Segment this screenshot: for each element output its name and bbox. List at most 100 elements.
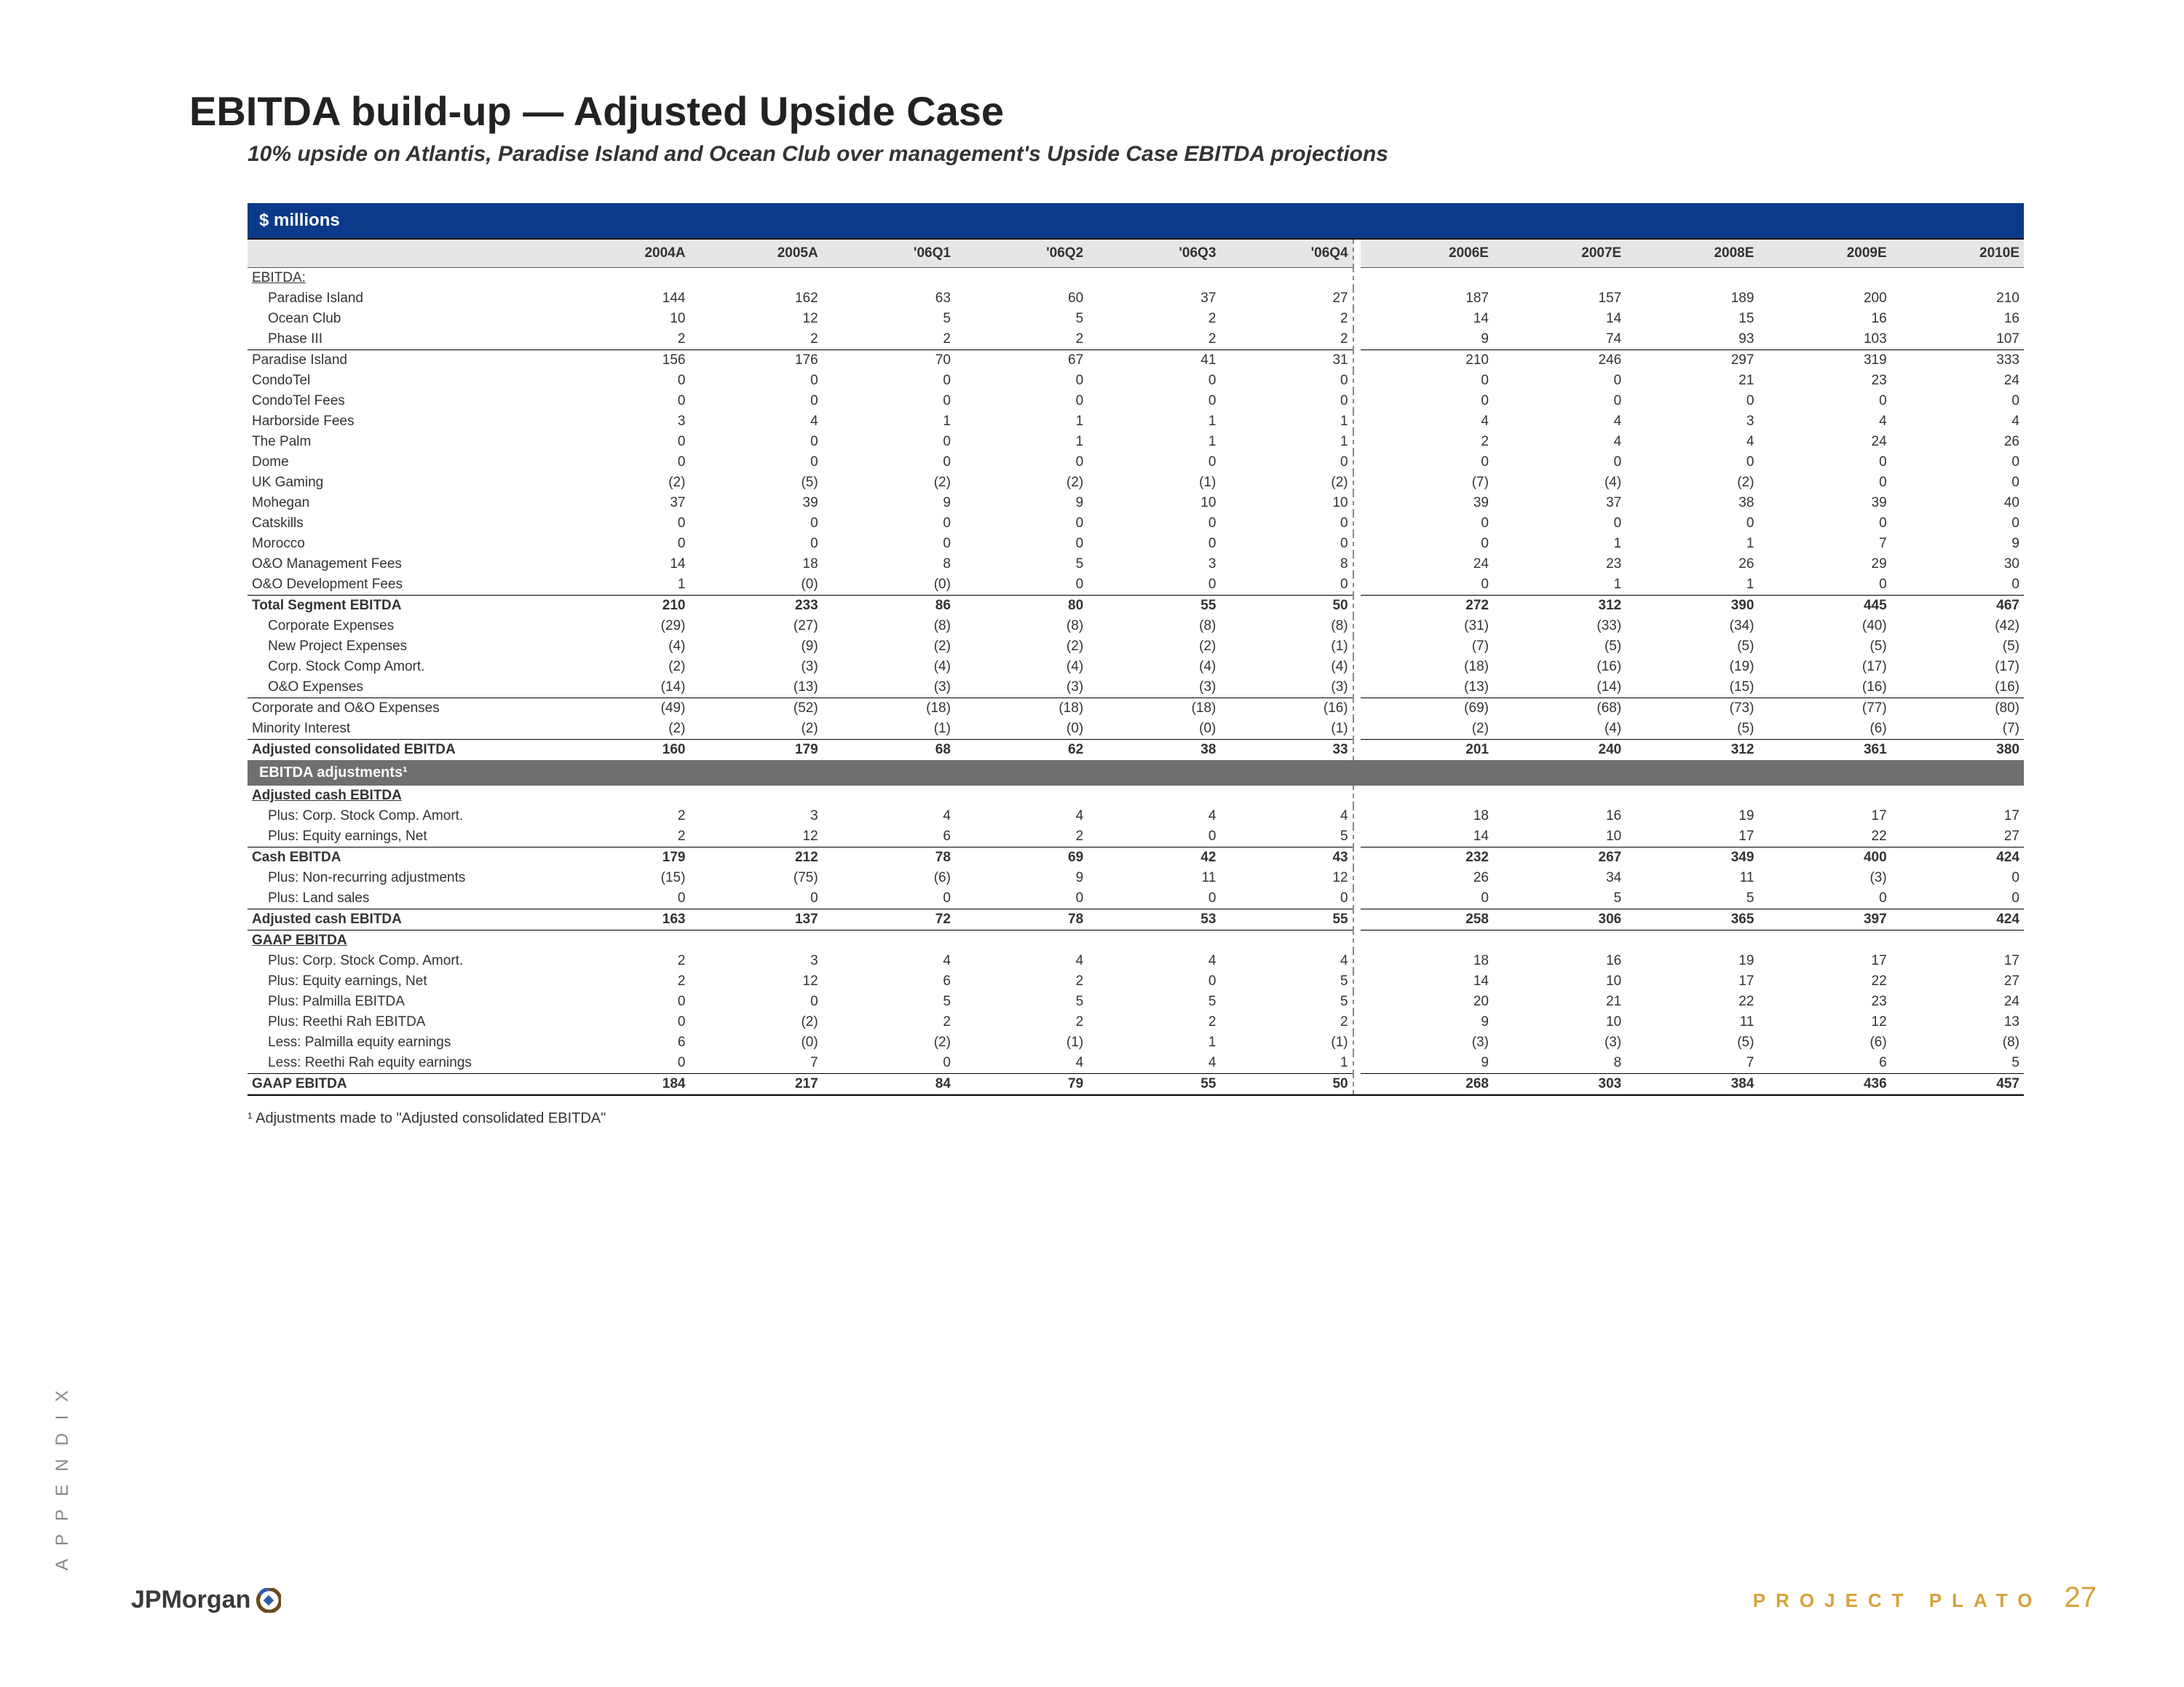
cell: 0 bbox=[955, 513, 1088, 534]
cell: 8 bbox=[823, 554, 955, 574]
cell: 0 bbox=[955, 888, 1088, 909]
cell: (2) bbox=[557, 657, 689, 677]
row-label: Catskills bbox=[248, 513, 557, 534]
cell: 27 bbox=[1891, 971, 2024, 992]
row-label: O&O Management Fees bbox=[248, 554, 557, 574]
row-label: Plus: Equity earnings, Net bbox=[248, 826, 557, 848]
cell: (18) bbox=[823, 698, 955, 719]
cell: 4 bbox=[1220, 951, 1353, 971]
cell: (1) bbox=[823, 719, 955, 740]
row-label: Mohegan bbox=[248, 493, 557, 513]
cell: 0 bbox=[823, 534, 955, 554]
cell: 17 bbox=[1758, 806, 1891, 826]
cell: 72 bbox=[823, 909, 955, 931]
cell: 60 bbox=[955, 288, 1088, 309]
footer-right: PROJECT PLATO 27 bbox=[1753, 1581, 2097, 1614]
cell: (69) bbox=[1361, 698, 1493, 719]
table-row: Minority Interest(2)(2)(1)(0)(0)(1)(2)(4… bbox=[248, 719, 2024, 740]
cell bbox=[1220, 786, 1353, 806]
table-row: Plus: Equity earnings, Net21262051410172… bbox=[248, 826, 2024, 848]
cell: 0 bbox=[955, 391, 1088, 411]
cell: 86 bbox=[823, 596, 955, 617]
cell: 210 bbox=[557, 596, 689, 617]
table-row: Corp. Stock Comp Amort.(2)(3)(4)(4)(4)(4… bbox=[248, 657, 2024, 677]
cell: 43 bbox=[1220, 848, 1353, 869]
cell: 1 bbox=[1088, 1032, 1220, 1053]
cell: 246 bbox=[1493, 350, 1626, 371]
cell: 380 bbox=[1891, 740, 2024, 761]
cell: 0 bbox=[1088, 371, 1220, 391]
cell: 184 bbox=[557, 1074, 689, 1096]
cell: 319 bbox=[1758, 350, 1891, 371]
cell: (42) bbox=[1891, 616, 2024, 636]
cell: 457 bbox=[1891, 1074, 2024, 1096]
cell bbox=[689, 931, 822, 952]
cell: (2) bbox=[689, 1012, 822, 1032]
cell: 55 bbox=[1088, 1074, 1220, 1096]
cell: 10 bbox=[1088, 493, 1220, 513]
cell: (1) bbox=[1220, 719, 1353, 740]
cell: 0 bbox=[1758, 574, 1891, 596]
table-header-bar: $ millions bbox=[248, 203, 2024, 240]
cell bbox=[1626, 786, 1758, 806]
cell: (2) bbox=[557, 719, 689, 740]
cell: 0 bbox=[1891, 888, 2024, 909]
row-label: Corp. Stock Comp Amort. bbox=[248, 657, 557, 677]
cell: 67 bbox=[955, 350, 1088, 371]
cell: (2) bbox=[823, 1032, 955, 1053]
cell: 0 bbox=[1493, 371, 1626, 391]
table-row: Plus: Non-recurring adjustments(15)(75)(… bbox=[248, 868, 2024, 888]
cell: 10 bbox=[1493, 826, 1626, 848]
cell: 272 bbox=[1361, 596, 1493, 617]
table-row: Adjusted cash EBITDA bbox=[248, 786, 2024, 806]
cell: 39 bbox=[1758, 493, 1891, 513]
cell: 333 bbox=[1891, 350, 2024, 371]
cell: (73) bbox=[1626, 698, 1758, 719]
cell: 2 bbox=[557, 329, 689, 350]
cell: 0 bbox=[689, 452, 822, 473]
cell: 0 bbox=[1361, 452, 1493, 473]
cell: (2) bbox=[557, 473, 689, 493]
cell: 390 bbox=[1626, 596, 1758, 617]
cell: 0 bbox=[1626, 513, 1758, 534]
cell: 267 bbox=[1493, 848, 1626, 869]
cell bbox=[823, 931, 955, 952]
cell: (1) bbox=[1220, 1032, 1353, 1053]
table-row: Paradise Island1561767067413121024629731… bbox=[248, 350, 2024, 371]
cell: 0 bbox=[823, 432, 955, 452]
cell: 17 bbox=[1891, 951, 2024, 971]
cell: 1 bbox=[1088, 432, 1220, 452]
cell: 5 bbox=[1088, 992, 1220, 1012]
cell bbox=[955, 931, 1088, 952]
cell: 0 bbox=[1626, 391, 1758, 411]
cell: 210 bbox=[1361, 350, 1493, 371]
cell: 212 bbox=[689, 848, 822, 869]
cell bbox=[1088, 268, 1220, 289]
row-label: Ocean Club bbox=[248, 309, 557, 329]
cell: (5) bbox=[1493, 636, 1626, 657]
cell: 50 bbox=[1220, 596, 1353, 617]
cell: 5 bbox=[1626, 888, 1758, 909]
cell: 103 bbox=[1758, 329, 1891, 350]
cell bbox=[1088, 931, 1220, 952]
cell: 297 bbox=[1626, 350, 1758, 371]
cell: 0 bbox=[1361, 371, 1493, 391]
cell: 9 bbox=[1361, 1053, 1493, 1074]
row-label: GAAP EBITDA bbox=[248, 931, 557, 952]
cell: 55 bbox=[1088, 596, 1220, 617]
row-label: Dome bbox=[248, 452, 557, 473]
cell: 156 bbox=[557, 350, 689, 371]
cell: 0 bbox=[557, 534, 689, 554]
financial-table: 2004A2005A'06Q1'06Q2'06Q3'06Q42006E2007E… bbox=[248, 240, 2024, 1096]
cell: 0 bbox=[1088, 971, 1220, 992]
cell bbox=[1758, 931, 1891, 952]
row-label: Plus: Land sales bbox=[248, 888, 557, 909]
cell: 5 bbox=[1220, 971, 1353, 992]
cell: 160 bbox=[557, 740, 689, 761]
cell: 2 bbox=[1088, 1012, 1220, 1032]
cell: 23 bbox=[1758, 371, 1891, 391]
column-header: '06Q4 bbox=[1220, 240, 1353, 268]
cell: 0 bbox=[955, 452, 1088, 473]
cell: 312 bbox=[1626, 740, 1758, 761]
table-row: Ocean Club101255221414151616 bbox=[248, 309, 2024, 329]
